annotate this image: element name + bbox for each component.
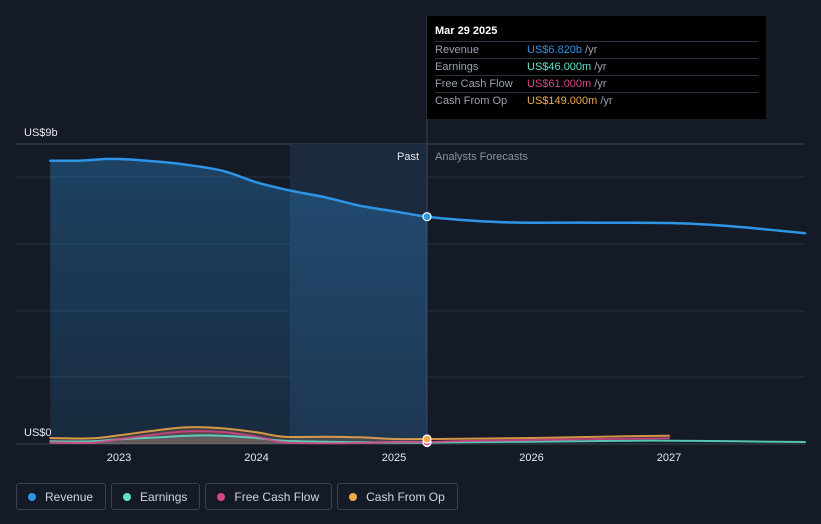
x-tick-label: 2027 (657, 452, 681, 464)
legend-label: Earnings (140, 489, 188, 504)
x-tick-label: 2025 (382, 452, 406, 464)
revenue-area (50, 158, 428, 444)
forecast-label: Analysts Forecasts (435, 151, 528, 163)
tooltip-date: Mar 29 2025 (435, 25, 498, 37)
free-cash-flow-line (49, 430, 670, 445)
tooltip-unit: /yr (594, 61, 607, 73)
cash-from-op-marker (422, 434, 432, 444)
tooltip-row-earnings: Earnings US$46.000m /yr (435, 58, 758, 75)
legend-label: Cash From Op (366, 489, 445, 504)
tooltip-row-revenue: Revenue US$6.820b /yr (435, 41, 758, 58)
tooltip-value-earnings: US$46.000m (527, 61, 592, 73)
x-axis-ticks: 2023 2024 2025 2026 2027 (107, 452, 681, 464)
tooltip-row-cash-from-op: Cash From Op US$149.000m /yr (435, 92, 758, 109)
hover-markers (422, 212, 432, 448)
tooltip-unit: /yr (585, 44, 598, 56)
x-tick-label: 2023 (107, 452, 131, 464)
legend-item-earnings[interactable]: Earnings (111, 483, 201, 510)
tooltip-unit: /yr (594, 78, 607, 90)
y-axis-min-label: US$0 (24, 427, 52, 439)
earnings-dot-icon (123, 492, 132, 501)
y-axis-max-label: US$9b (24, 127, 58, 139)
tooltip-label: Earnings (435, 61, 479, 73)
tooltip-value-cash-from-op: US$149.000m (527, 95, 598, 107)
legend-label: Free Cash Flow (234, 489, 320, 504)
tooltip-label: Free Cash Flow (435, 78, 513, 90)
tooltip-label: Revenue (435, 44, 480, 56)
x-tick-label: 2024 (244, 452, 268, 464)
data-tooltip: Mar 29 2025 Revenue US$6.820b /yr Earnin… (427, 16, 766, 119)
revenue-line (49, 157, 807, 235)
tooltip-value-revenue: US$6.820b (527, 44, 583, 56)
free-cash-flow-dot-icon (217, 492, 226, 501)
x-tick-label: 2026 (519, 452, 543, 464)
tooltip-unit: /yr (600, 95, 613, 107)
tooltip-row-free-cash-flow: Free Cash Flow US$61.000m /yr (435, 75, 758, 92)
revenue-marker (422, 212, 432, 222)
legend-item-free-cash-flow[interactable]: Free Cash Flow (205, 483, 333, 510)
series-lines (49, 157, 807, 445)
legend-item-cash-from-op[interactable]: Cash From Op (337, 483, 458, 510)
tooltip-value-free-cash-flow: US$61.000m (527, 78, 592, 90)
tooltip-label: Cash From Op (435, 95, 508, 107)
legend-label: Revenue (45, 489, 94, 504)
cash-from-op-dot-icon (349, 492, 358, 501)
cash-from-op-line (49, 426, 670, 441)
legend-item-revenue[interactable]: Revenue (16, 483, 107, 510)
cash-from-op-area (50, 427, 428, 444)
past-label: Past (397, 151, 419, 163)
revenue-dot-icon (28, 492, 36, 501)
chart-legend: Revenue Earnings Free Cash Flow Cash Fro… (16, 483, 458, 510)
